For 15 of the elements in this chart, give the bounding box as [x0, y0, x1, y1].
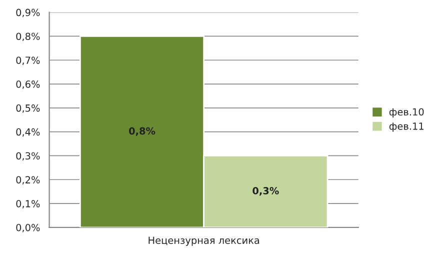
data-label: 0,3% — [252, 187, 279, 196]
y-tick-label: 0,6% — [16, 80, 40, 89]
y-tick-label: 0,5% — [16, 104, 40, 113]
y-tick-label: 0,3% — [16, 152, 40, 161]
legend-label: фев.10 — [389, 108, 424, 118]
y-tick-label: 0,2% — [16, 176, 40, 184]
y-tick-label: 0,0% — [16, 224, 40, 232]
y-tick-label: 0,8% — [16, 32, 40, 42]
legend-label: фев.11 — [389, 122, 424, 132]
y-tick-label: 0,9% — [16, 8, 40, 18]
data-label: 0,8% — [129, 127, 156, 136]
x-tick-label: Нецензурная лексика — [148, 236, 260, 246]
y-tick-label: 0,4% — [16, 128, 40, 137]
y-tick-label: 0,7% — [16, 56, 40, 65]
y-tick-label: 0,1% — [16, 200, 40, 208]
